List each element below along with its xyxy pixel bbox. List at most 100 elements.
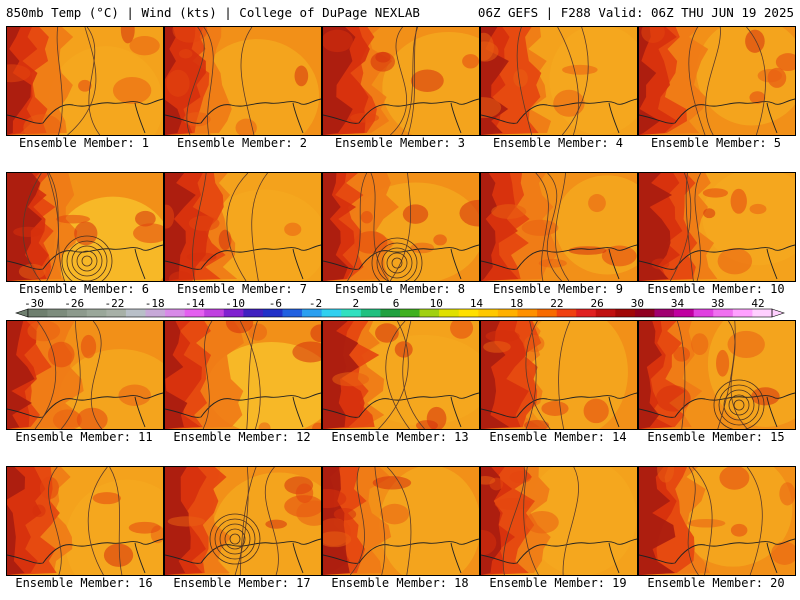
colorbar-swatch <box>634 309 655 317</box>
model-run-info: 06Z GEFS | F288 Valid: 06Z THU JUN 19 20… <box>477 5 794 20</box>
ensemble-member-panel <box>164 26 322 136</box>
colorbar-swatch <box>752 309 773 317</box>
colorbar-tick-label: 30 <box>631 297 644 310</box>
temperature-map <box>165 321 321 429</box>
colorbar-tick-label: -22 <box>105 297 125 310</box>
colorbar-swatch <box>204 309 225 317</box>
colorbar-tick-label: -26 <box>64 297 84 310</box>
temperature-map <box>165 173 321 281</box>
ensemble-member-panel <box>322 26 480 136</box>
colorbar-tick-label: -18 <box>145 297 165 310</box>
ensemble-member-panel <box>164 172 322 282</box>
ensemble-member-panel <box>6 320 164 430</box>
colorbar-swatch <box>400 309 420 317</box>
colorbar-swatch <box>380 309 401 317</box>
ensemble-member-panel <box>638 320 796 430</box>
temperature-map <box>639 27 795 135</box>
colorbar-tick-label: 42 <box>751 297 764 310</box>
colorbar-swatch <box>165 309 185 317</box>
colorbar-swatch <box>125 309 146 317</box>
temperature-map <box>323 173 479 281</box>
colorbar-tick-label: 26 <box>590 297 603 310</box>
colorbar-tick-label: -10 <box>225 297 245 310</box>
temperature-map <box>481 27 637 135</box>
colorbar-tick-label: -6 <box>269 297 282 310</box>
temperature-map <box>639 467 795 575</box>
ensemble-member-label: Ensemble Member: 10 <box>647 282 785 296</box>
ensemble-member-label: Ensemble Member: 7 <box>176 282 308 296</box>
temperature-map <box>7 173 163 281</box>
colorbar-swatch <box>576 309 597 317</box>
colorbar-tick-label: 22 <box>550 297 563 310</box>
colorbar-swatch <box>439 309 460 317</box>
ensemble-member-panel <box>638 466 796 576</box>
colorbar-tick-label: 2 <box>352 297 359 310</box>
temperature-map <box>323 321 479 429</box>
ensemble-member-label: Ensemble Member: 18 <box>331 576 469 590</box>
colorbar-swatch <box>537 309 557 317</box>
ensemble-member-panel <box>6 466 164 576</box>
temperature-map <box>165 27 321 135</box>
colorbar-swatch <box>458 309 479 317</box>
ensemble-member-label: Ensemble Member: 15 <box>647 430 785 444</box>
colorbar-swatch <box>674 309 694 317</box>
ensemble-member-panel <box>480 172 638 282</box>
ensemble-member-label: Ensemble Member: 12 <box>173 430 311 444</box>
temperature-map <box>7 467 163 575</box>
colorbar-tick-label: -2 <box>309 297 322 310</box>
colorbar-tick-label: 10 <box>430 297 443 310</box>
colorbar-swatch <box>184 309 205 317</box>
colorbar-swatch <box>478 309 499 317</box>
colorbar-swatch <box>693 309 714 317</box>
colorbar-swatch <box>713 309 734 317</box>
colorbar-swatch <box>262 309 283 317</box>
colorbar-swatch <box>145 309 166 317</box>
colorbar-swatch <box>282 309 303 317</box>
ensemble-member-panel <box>6 26 164 136</box>
colorbar-tick-label: 38 <box>711 297 724 310</box>
ensemble-member-label: Ensemble Member: 5 <box>650 136 782 150</box>
ensemble-member-panel <box>164 466 322 576</box>
colorbar-swatch <box>47 309 68 317</box>
colorbar-swatch <box>595 309 616 317</box>
ensemble-member-panel <box>638 172 796 282</box>
colorbar-swatch <box>497 309 518 317</box>
ensemble-member-label: Ensemble Member: 4 <box>492 136 624 150</box>
temperature-colorbar: -30 -26 -22 -18 -14 -10 -6 -2 2 6 10 14 18 22 26 30 34 38… <box>0 297 800 319</box>
map-title: 850mb Temp (°C) | Wind (kts) | College o… <box>6 5 420 20</box>
colorbar-swatch <box>419 309 440 317</box>
ensemble-member-panel <box>480 466 638 576</box>
ensemble-member-label: Ensemble Member: 6 <box>18 282 150 296</box>
temperature-map <box>7 27 163 135</box>
ensemble-member-label: Ensemble Member: 1 <box>18 136 150 150</box>
ensemble-member-panel <box>480 26 638 136</box>
ensemble-member-panel <box>6 172 164 282</box>
colorbar-max-arrow <box>771 308 785 318</box>
ensemble-member-label: Ensemble Member: 14 <box>489 430 627 444</box>
ensemble-member-label: Ensemble Member: 20 <box>647 576 785 590</box>
ensemble-member-label: Ensemble Member: 13 <box>331 430 469 444</box>
colorbar-swatch <box>243 309 264 317</box>
temperature-map <box>639 321 795 429</box>
colorbar-swatch <box>615 309 636 317</box>
temperature-map <box>165 467 321 575</box>
ensemble-member-label: Ensemble Member: 9 <box>492 282 624 296</box>
temperature-map <box>481 467 637 575</box>
temperature-map <box>323 27 479 135</box>
temperature-map <box>639 173 795 281</box>
colorbar-swatch <box>106 309 127 317</box>
ensemble-member-panel <box>638 26 796 136</box>
colorbar-min-arrow <box>15 308 29 318</box>
ensemble-member-panel <box>322 172 480 282</box>
ensemble-member-panel <box>480 320 638 430</box>
ensemble-member-label: Ensemble Member: 2 <box>176 136 308 150</box>
ensemble-member-label: Ensemble Member: 16 <box>15 576 153 590</box>
ensemble-member-label: Ensemble Member: 3 <box>334 136 466 150</box>
ensemble-member-panel <box>322 466 480 576</box>
colorbar-swatch <box>321 309 342 317</box>
colorbar-tick-label: -14 <box>185 297 205 310</box>
colorbar-swatch <box>28 309 48 317</box>
colorbar-swatch <box>223 309 244 317</box>
colorbar-swatch <box>517 309 538 317</box>
colorbar-swatch <box>732 309 753 317</box>
